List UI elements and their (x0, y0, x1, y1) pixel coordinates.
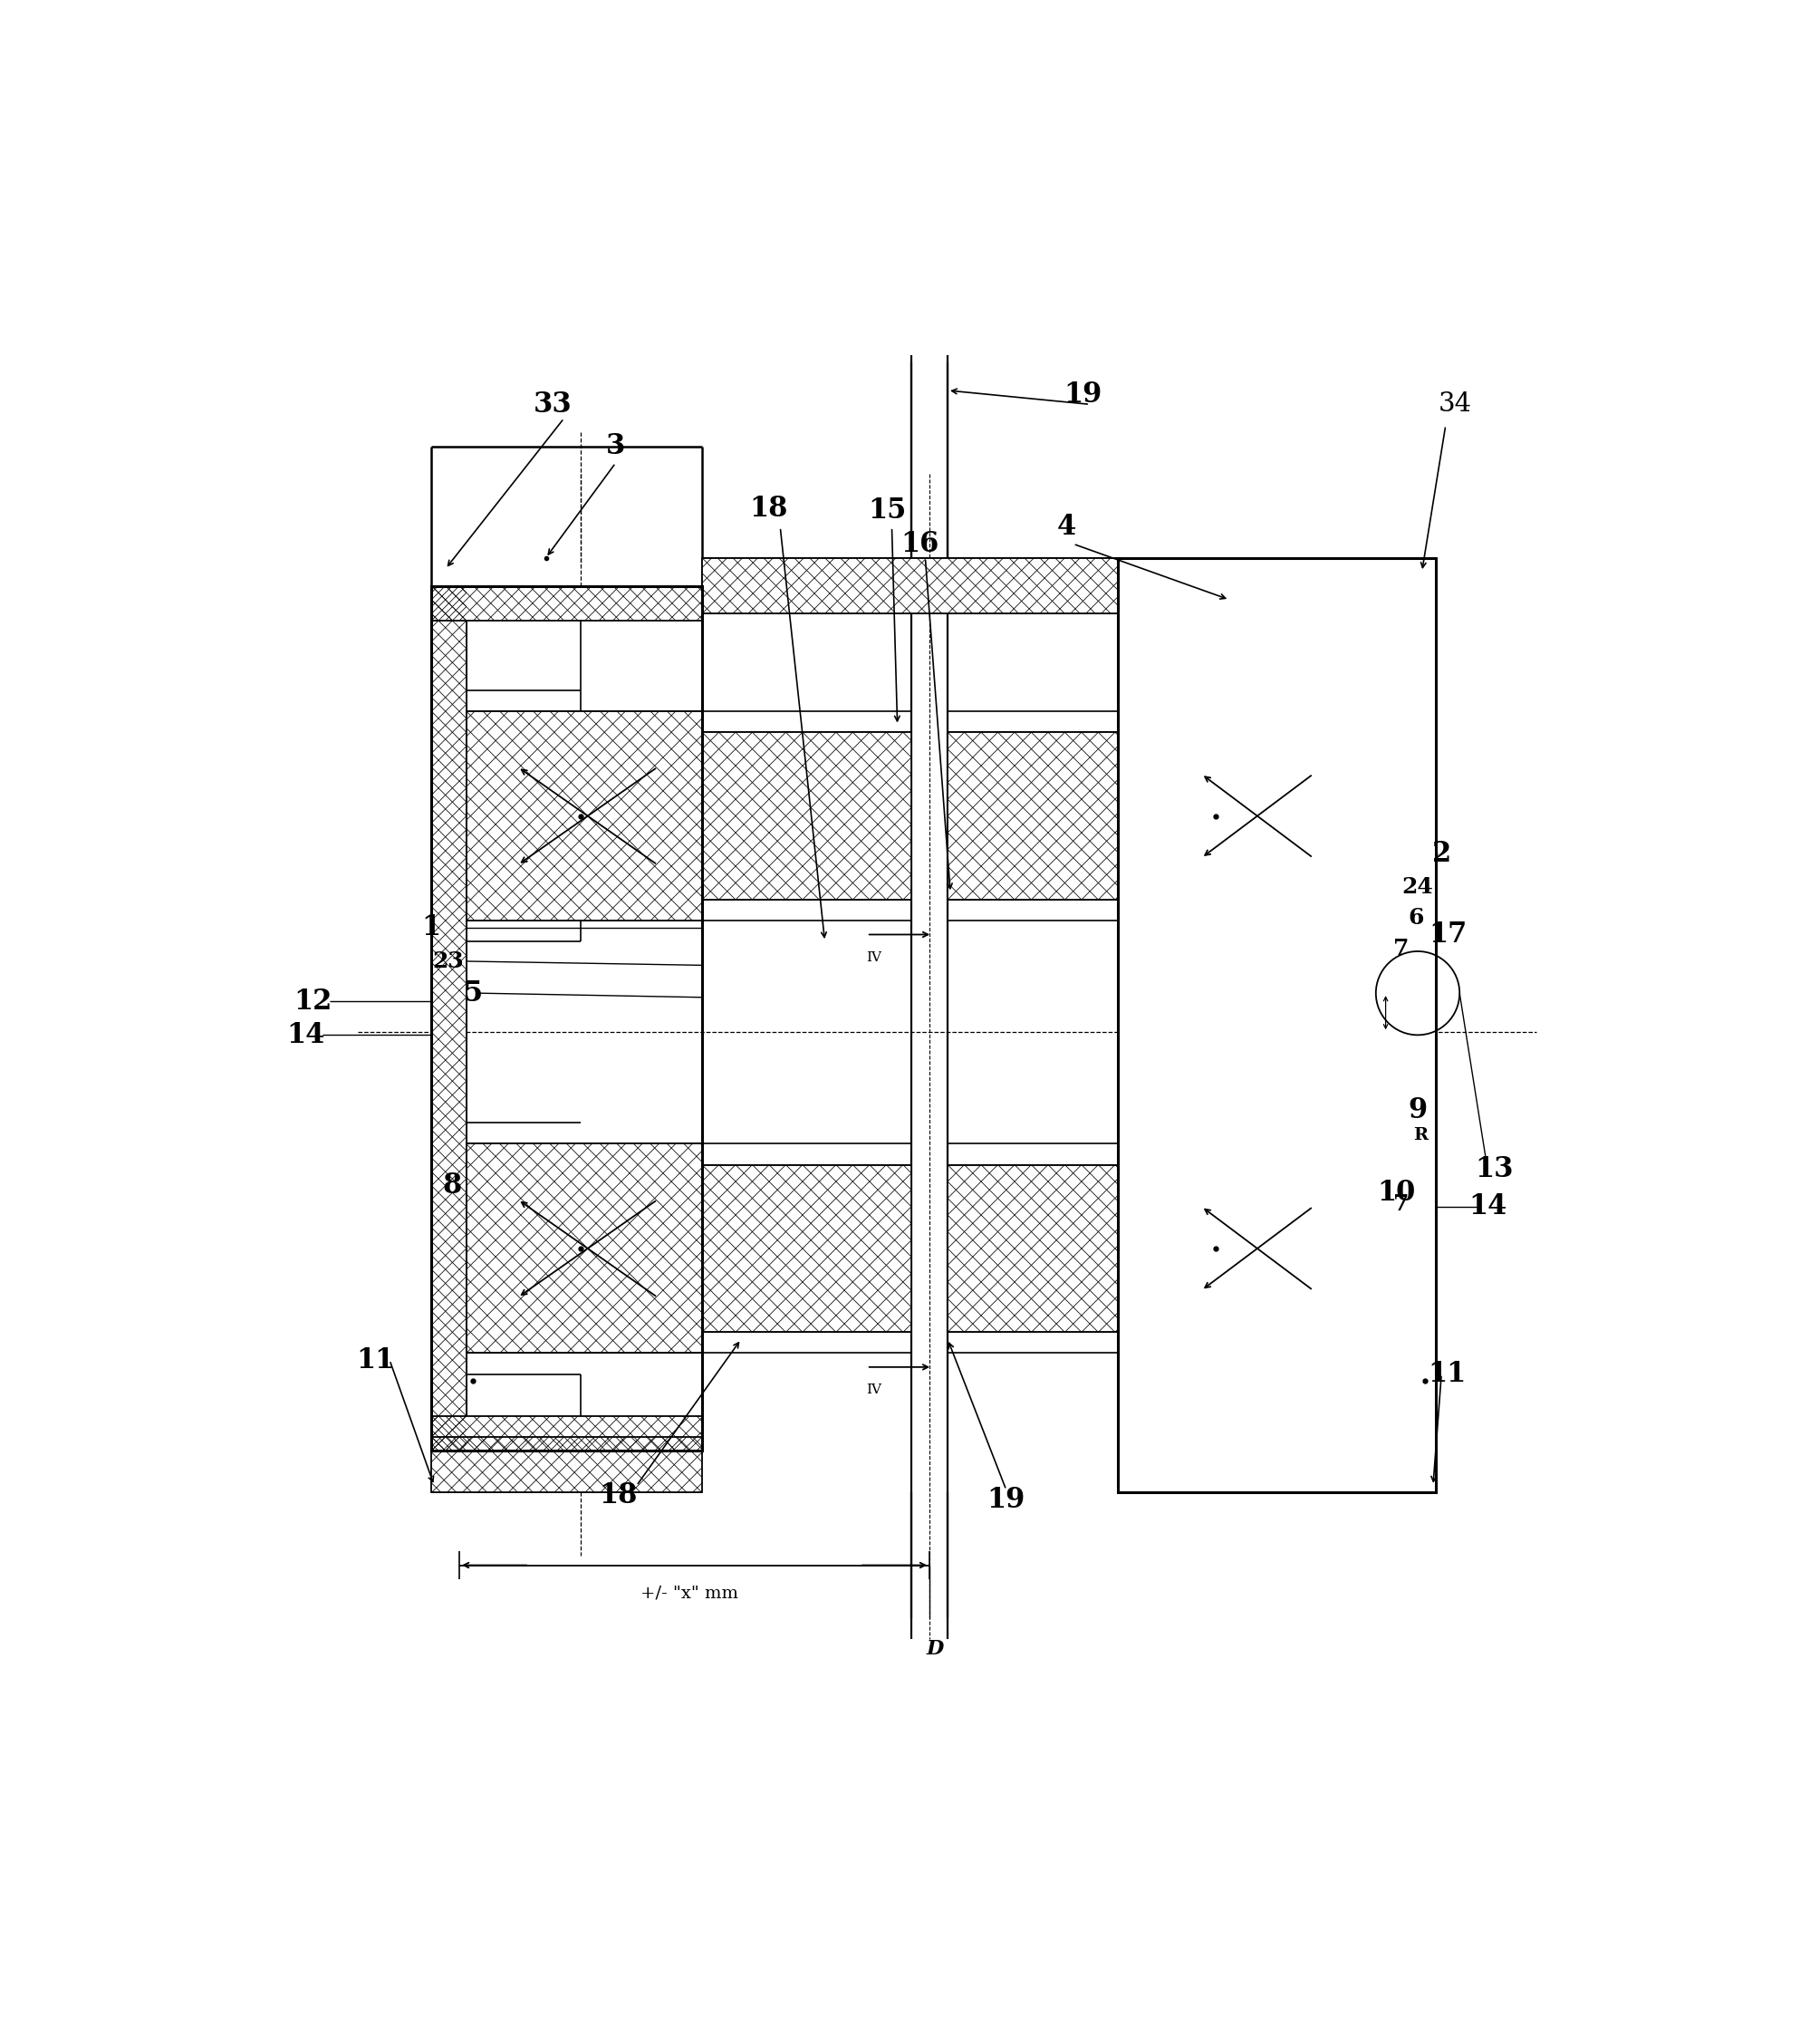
Text: 7: 7 (1393, 1194, 1409, 1214)
Text: 13: 13 (1476, 1155, 1514, 1183)
Polygon shape (1125, 1145, 1408, 1353)
Polygon shape (702, 732, 911, 899)
Text: +/- "x" mm: +/- "x" mm (641, 1584, 738, 1600)
Text: 14: 14 (1469, 1192, 1507, 1220)
Text: 18: 18 (751, 495, 788, 523)
Polygon shape (947, 1165, 1125, 1333)
Text: IV: IV (866, 1384, 882, 1396)
Polygon shape (432, 1416, 702, 1451)
Text: R: R (1413, 1128, 1427, 1145)
Polygon shape (947, 732, 1125, 899)
Polygon shape (1363, 779, 1399, 854)
Text: 8: 8 (443, 1171, 463, 1200)
Text: 2: 2 (1431, 840, 1451, 867)
Text: 19: 19 (1064, 380, 1102, 409)
Polygon shape (1118, 558, 1436, 1492)
Polygon shape (432, 1437, 702, 1492)
Polygon shape (702, 558, 1436, 613)
Text: 4: 4 (1057, 513, 1076, 542)
Text: 11: 11 (1427, 1359, 1467, 1388)
Text: 23: 23 (432, 950, 464, 973)
Polygon shape (1118, 558, 1436, 613)
Text: 7: 7 (1393, 938, 1409, 959)
Polygon shape (432, 558, 1436, 1451)
Text: 10: 10 (1377, 1179, 1417, 1206)
Text: 15: 15 (868, 497, 907, 525)
Text: 1: 1 (421, 914, 441, 942)
Polygon shape (702, 1165, 911, 1333)
Text: IV: IV (866, 950, 882, 965)
Text: 14: 14 (286, 1020, 326, 1049)
Text: 17: 17 (1429, 920, 1467, 948)
Text: 11: 11 (356, 1347, 394, 1374)
Text: 34: 34 (1438, 392, 1472, 417)
Text: 6: 6 (1408, 908, 1424, 928)
Text: D: D (927, 1639, 943, 1660)
Polygon shape (432, 587, 702, 621)
Text: 3: 3 (607, 431, 625, 460)
Polygon shape (1125, 711, 1408, 920)
Polygon shape (466, 711, 702, 920)
Polygon shape (1118, 1437, 1436, 1492)
Polygon shape (432, 587, 466, 1451)
Text: 24: 24 (1402, 877, 1433, 897)
Text: 5: 5 (464, 979, 482, 1008)
Text: 19: 19 (986, 1486, 1026, 1515)
Text: 16: 16 (900, 529, 940, 558)
Text: 12: 12 (293, 987, 331, 1016)
Text: 18: 18 (599, 1482, 637, 1508)
Text: 9: 9 (1408, 1096, 1427, 1124)
Polygon shape (466, 1145, 702, 1353)
Text: 33: 33 (533, 390, 572, 419)
